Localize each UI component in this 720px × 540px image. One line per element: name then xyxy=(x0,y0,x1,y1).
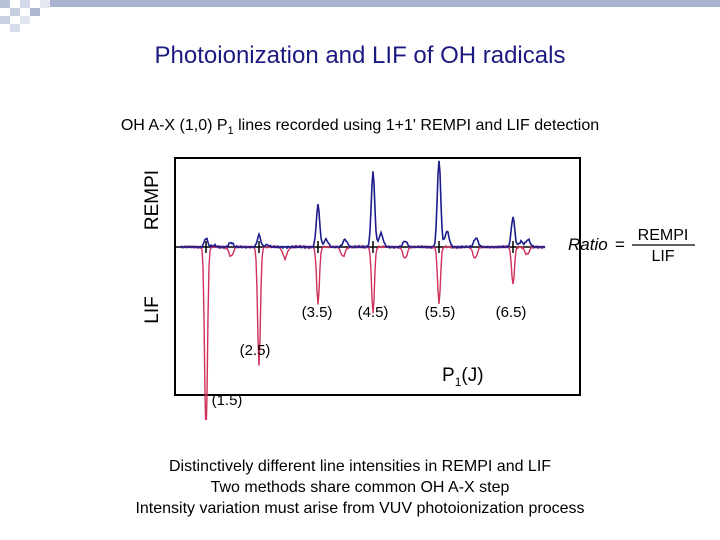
spectrum-figure: REMPI LIF (1.5) (2.5) (3.5) (4.5) (5.5) (6.5)… xyxy=(142,157,695,420)
caption-line-1: Distinctively different line intensities… xyxy=(168,458,552,475)
rempi-trace xyxy=(179,160,546,250)
peak-label-3: (3.5) xyxy=(302,304,333,321)
ratio-equals: = xyxy=(615,235,625,254)
subtitle-subscript: 1 xyxy=(227,125,234,138)
xlabel-main: P xyxy=(442,365,455,386)
peak-label-1: (1.5) xyxy=(212,392,243,409)
slide-corner-decoration xyxy=(0,0,720,32)
ratio-label: Ratio xyxy=(568,235,608,254)
decoration-squares xyxy=(0,0,50,32)
peak-label-2: (2.5) xyxy=(240,342,271,359)
peak-label-4: (4.5) xyxy=(358,304,389,321)
subtitle-prefix: OH A-X (1,0) P xyxy=(120,117,228,134)
peak-labels: (1.5) (2.5) (3.5) (4.5) (5.5) (6.5) xyxy=(212,304,527,409)
ratio-denominator: LIF xyxy=(651,248,674,265)
slide-caption: Distinctively different line intensities… xyxy=(0,456,720,519)
slide-subtitle: OH A-X (1,0) P1 lines recorded using 1+1… xyxy=(0,117,720,137)
decoration-bar xyxy=(50,0,720,7)
subtitle-suffix: lines recorded using 1+1' REMPI and LIF … xyxy=(233,117,600,134)
ylabel-lif: LIF xyxy=(142,296,163,323)
caption-line-2: Two methods share common OH A-X step xyxy=(210,479,510,496)
line-markers xyxy=(205,241,514,253)
slide-title: Photoionization and LIF of OH radicals xyxy=(154,42,566,69)
xlabel-sub: 1 xyxy=(455,375,462,389)
xlabel: P1(J) xyxy=(442,365,484,389)
ratio-numerator: REMPI xyxy=(638,227,689,244)
caption-line-3: Intensity variation must arise from VUV … xyxy=(135,500,585,517)
peak-label-5: (5.5) xyxy=(425,304,456,321)
xlabel-var: (J) xyxy=(461,365,483,386)
plot-frame xyxy=(174,157,581,396)
ylabel-rempi: REMPI xyxy=(142,170,163,230)
peak-label-6: (6.5) xyxy=(496,304,527,321)
